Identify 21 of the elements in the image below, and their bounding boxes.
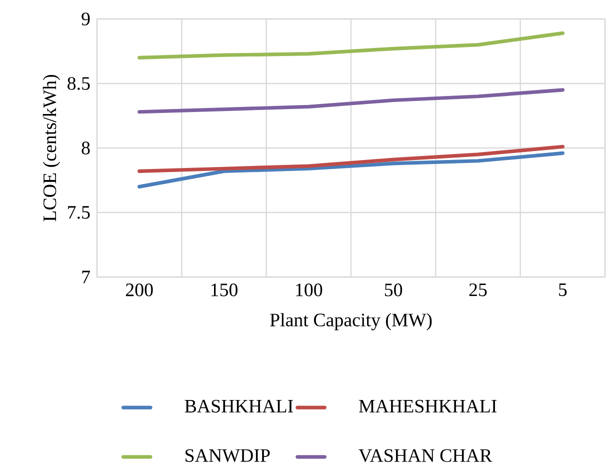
line-series [138, 144, 564, 174]
x-tick-label: 25 [469, 283, 487, 296]
line-series [138, 88, 564, 114]
y-tick-label: 8 [82, 142, 90, 154]
x-tick-label: 5 [559, 284, 567, 296]
line-series [138, 151, 564, 188]
legend-label: MAHESHKHALI [358, 400, 497, 413]
x-tick-label: 200 [126, 284, 153, 296]
x-tick-label: 150 [211, 284, 238, 296]
y-tick-label: 7 [82, 270, 90, 284]
line-series [138, 31, 564, 60]
y-tick-label: 8.5 [68, 77, 90, 90]
y-tick-label: 7.5 [68, 206, 90, 219]
x-axis-title: Plant Capacity (MW) [270, 313, 432, 330]
y-axis-title: LCOE (cents/kWh) [42, 74, 60, 222]
y-tick-label: 9 [82, 12, 90, 26]
legend-label: BASHKHALI [184, 400, 293, 413]
x-tick-label: 50 [384, 284, 402, 296]
legend-label: VASHAN CHAR [358, 449, 492, 462]
legend-label: SANWDIP [186, 449, 270, 462]
x-tick-label: 100 [296, 284, 322, 296]
